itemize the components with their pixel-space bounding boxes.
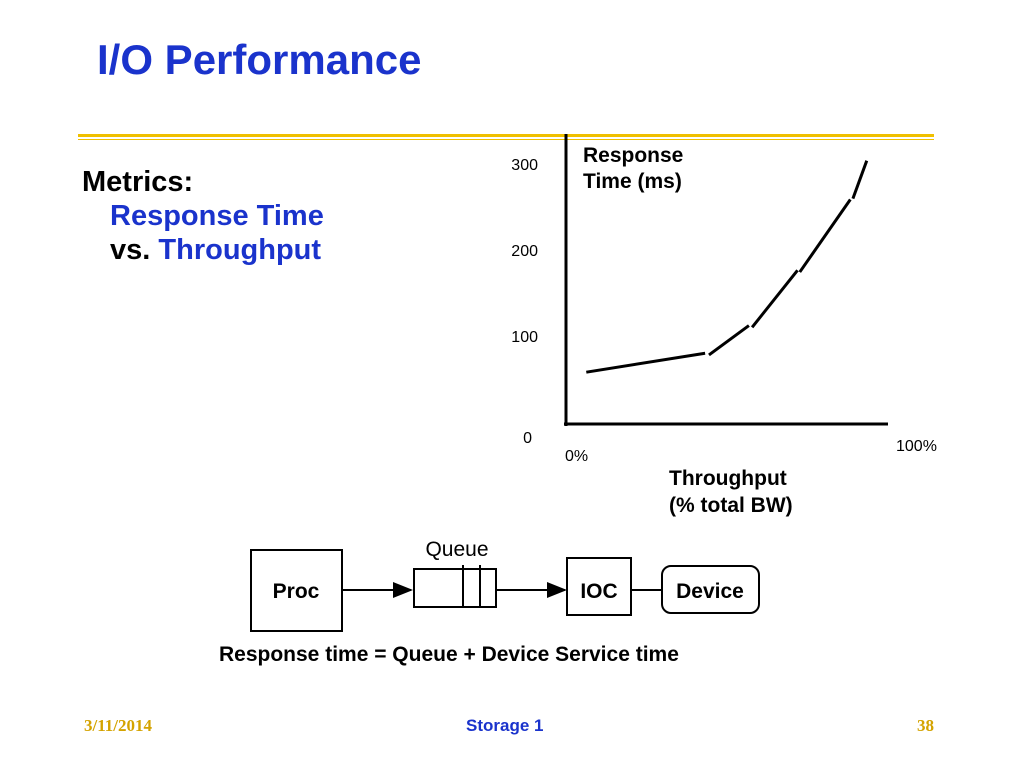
metrics-block: Metrics: Response Time vs. Throughput bbox=[82, 165, 324, 267]
series-line-segment bbox=[851, 160, 869, 200]
series-layer bbox=[586, 160, 869, 374]
footer-date: 3/11/2014 bbox=[84, 716, 153, 735]
metric-throughput: Throughput bbox=[158, 234, 322, 266]
title-rule-thin bbox=[78, 139, 934, 140]
metric-vs: vs. bbox=[110, 234, 151, 266]
metric-response-time: Response Time bbox=[110, 200, 324, 232]
series-line-segment bbox=[798, 198, 852, 273]
series-line-segment bbox=[708, 324, 750, 357]
device-box bbox=[661, 565, 760, 614]
x-axis-label: (% total BW) bbox=[669, 494, 793, 517]
ioc-label: IOC bbox=[580, 580, 617, 603]
series-line-segment bbox=[586, 351, 706, 374]
y-axis-label: Response bbox=[583, 144, 683, 167]
proc-label: Proc bbox=[273, 580, 320, 603]
x-tick-label: 0% bbox=[565, 448, 588, 465]
x-axis-label: Throughput bbox=[669, 467, 787, 490]
title-rule bbox=[78, 134, 934, 137]
y-tick-label: 200 bbox=[511, 243, 538, 260]
y-tick-label: 300 bbox=[511, 157, 538, 174]
metric-vs-line: vs. Throughput bbox=[82, 233, 324, 267]
proc-box bbox=[250, 549, 343, 632]
queue-label: Queue bbox=[425, 538, 488, 561]
response-time-formula: Response time = Queue + Device Service t… bbox=[219, 643, 679, 666]
y-axis-label: Time (ms) bbox=[583, 170, 682, 193]
metrics-label: Metrics: bbox=[82, 166, 194, 198]
device-label: Device bbox=[676, 580, 744, 603]
y-tick-label: 0 bbox=[523, 430, 532, 447]
queue-box bbox=[413, 568, 497, 608]
footer-page-number: 38 bbox=[917, 716, 934, 735]
ioc-box bbox=[566, 557, 632, 616]
series-line-segment bbox=[750, 269, 799, 329]
slide-title: I/O Performance bbox=[97, 36, 422, 83]
x-tick-label: 100% bbox=[896, 438, 937, 455]
footer-title: Storage 1 bbox=[466, 716, 544, 735]
y-tick-label: 100 bbox=[511, 329, 538, 346]
